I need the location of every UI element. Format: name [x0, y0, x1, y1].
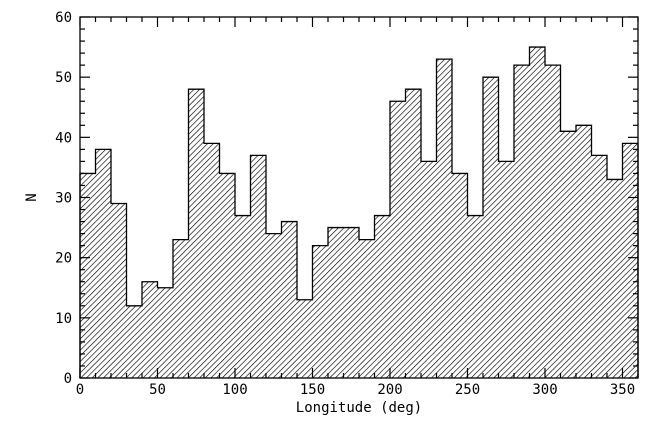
histogram-bar-170	[343, 227, 359, 378]
histogram-bar-100	[235, 215, 251, 378]
histogram-bar-120	[266, 233, 282, 378]
histogram-bar-150	[312, 245, 328, 378]
histogram-bar-190	[374, 215, 390, 378]
histogram-bar-20	[111, 203, 127, 378]
x-tick-label: 200	[377, 382, 402, 398]
histogram-bar-250	[467, 215, 483, 378]
histogram-bar-320	[576, 125, 592, 378]
histogram-bar-290	[529, 47, 545, 378]
histogram-bar-0	[80, 173, 96, 378]
histogram-bar-230	[436, 59, 452, 378]
y-tick-label: 10	[55, 311, 72, 327]
x-tick-label: 250	[455, 382, 480, 398]
histogram-bar-180	[359, 239, 375, 378]
y-tick-label: 0	[64, 371, 72, 387]
histogram-bar-10	[95, 149, 111, 378]
histogram-bar-110	[250, 155, 266, 378]
histogram-bars	[80, 47, 638, 379]
y-tick-label: 60	[55, 10, 72, 26]
tick-labels: 0 50 100 150 200 250 300 350 0 10 20 30 40 50 60	[55, 10, 635, 398]
x-tick-label: 150	[300, 382, 325, 398]
histogram-bar-60	[173, 239, 189, 378]
histogram-bar-200	[390, 101, 406, 378]
histogram-bar-80	[204, 143, 220, 378]
x-tick-label: 0	[76, 382, 84, 398]
histogram-bar-130	[281, 221, 297, 378]
x-tick-label: 300	[532, 382, 557, 398]
histogram-bar-300	[545, 65, 561, 378]
histogram-bar-280	[514, 65, 530, 378]
histogram-bar-90	[219, 173, 235, 378]
histogram-bar-140	[297, 299, 313, 378]
axis-ticks	[79, 16, 639, 379]
histogram-bar-270	[498, 161, 514, 378]
histogram-bar-330	[591, 155, 607, 378]
x-tick-label: 350	[610, 382, 635, 398]
histogram-bar-160	[328, 227, 344, 378]
histogram-bar-350	[622, 143, 638, 378]
histogram-bar-210	[405, 89, 421, 378]
histogram-outline	[79, 46, 639, 378]
histogram-bar-50	[157, 287, 173, 378]
x-axis-title: Longitude (deg)	[296, 400, 422, 416]
histogram-bar-240	[452, 173, 468, 378]
histogram-bar-310	[560, 131, 576, 378]
histogram-bar-340	[607, 179, 623, 378]
y-tick-label: 40	[55, 130, 72, 146]
histogram-bar-220	[421, 161, 437, 378]
histogram-bar-260	[483, 77, 499, 379]
x-tick-label: 100	[222, 382, 247, 398]
x-tick-label: 50	[149, 382, 166, 398]
histogram-bar-40	[142, 281, 158, 378]
y-axis-title: N	[24, 193, 40, 201]
histogram-bar-70	[188, 89, 204, 378]
y-tick-label: 50	[55, 70, 72, 86]
histogram-bar-30	[126, 305, 142, 378]
y-tick-label: 30	[55, 191, 72, 207]
y-tick-label: 20	[55, 251, 72, 267]
